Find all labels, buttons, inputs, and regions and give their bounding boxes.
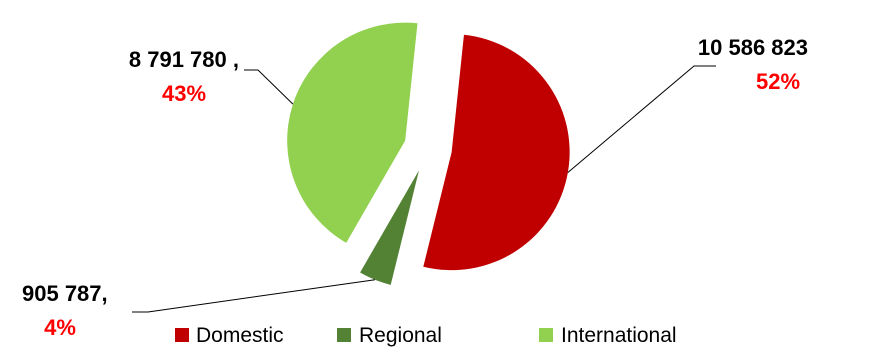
international-percent-label: 43%	[162, 81, 206, 106]
leader-lines	[132, 65, 716, 313]
slice-international	[287, 22, 418, 243]
domestic-percent-label: 52%	[756, 69, 800, 94]
legend-swatch-domestic	[175, 328, 189, 342]
leader-line-domestic	[567, 65, 716, 173]
slice-domestic	[423, 34, 570, 271]
leader-line-international	[244, 69, 294, 105]
legend-label-international: International	[561, 324, 677, 347]
legend-swatch-regional	[337, 328, 351, 342]
legend-swatch-international	[539, 328, 553, 342]
regional-value-label: 905 787,	[22, 281, 108, 306]
legend-label-domestic: Domestic	[196, 324, 284, 347]
leader-line-regional	[132, 279, 376, 313]
slice-regional	[360, 170, 420, 285]
domestic-value-label: 10 586 823	[698, 35, 808, 60]
legend-label-regional: Regional	[359, 324, 442, 347]
legend: Domestic Regional International	[175, 324, 677, 347]
pie-slices	[287, 22, 570, 285]
regional-percent-label: 4%	[44, 315, 76, 340]
international-value-label: 8 791 780 ,	[129, 47, 239, 72]
